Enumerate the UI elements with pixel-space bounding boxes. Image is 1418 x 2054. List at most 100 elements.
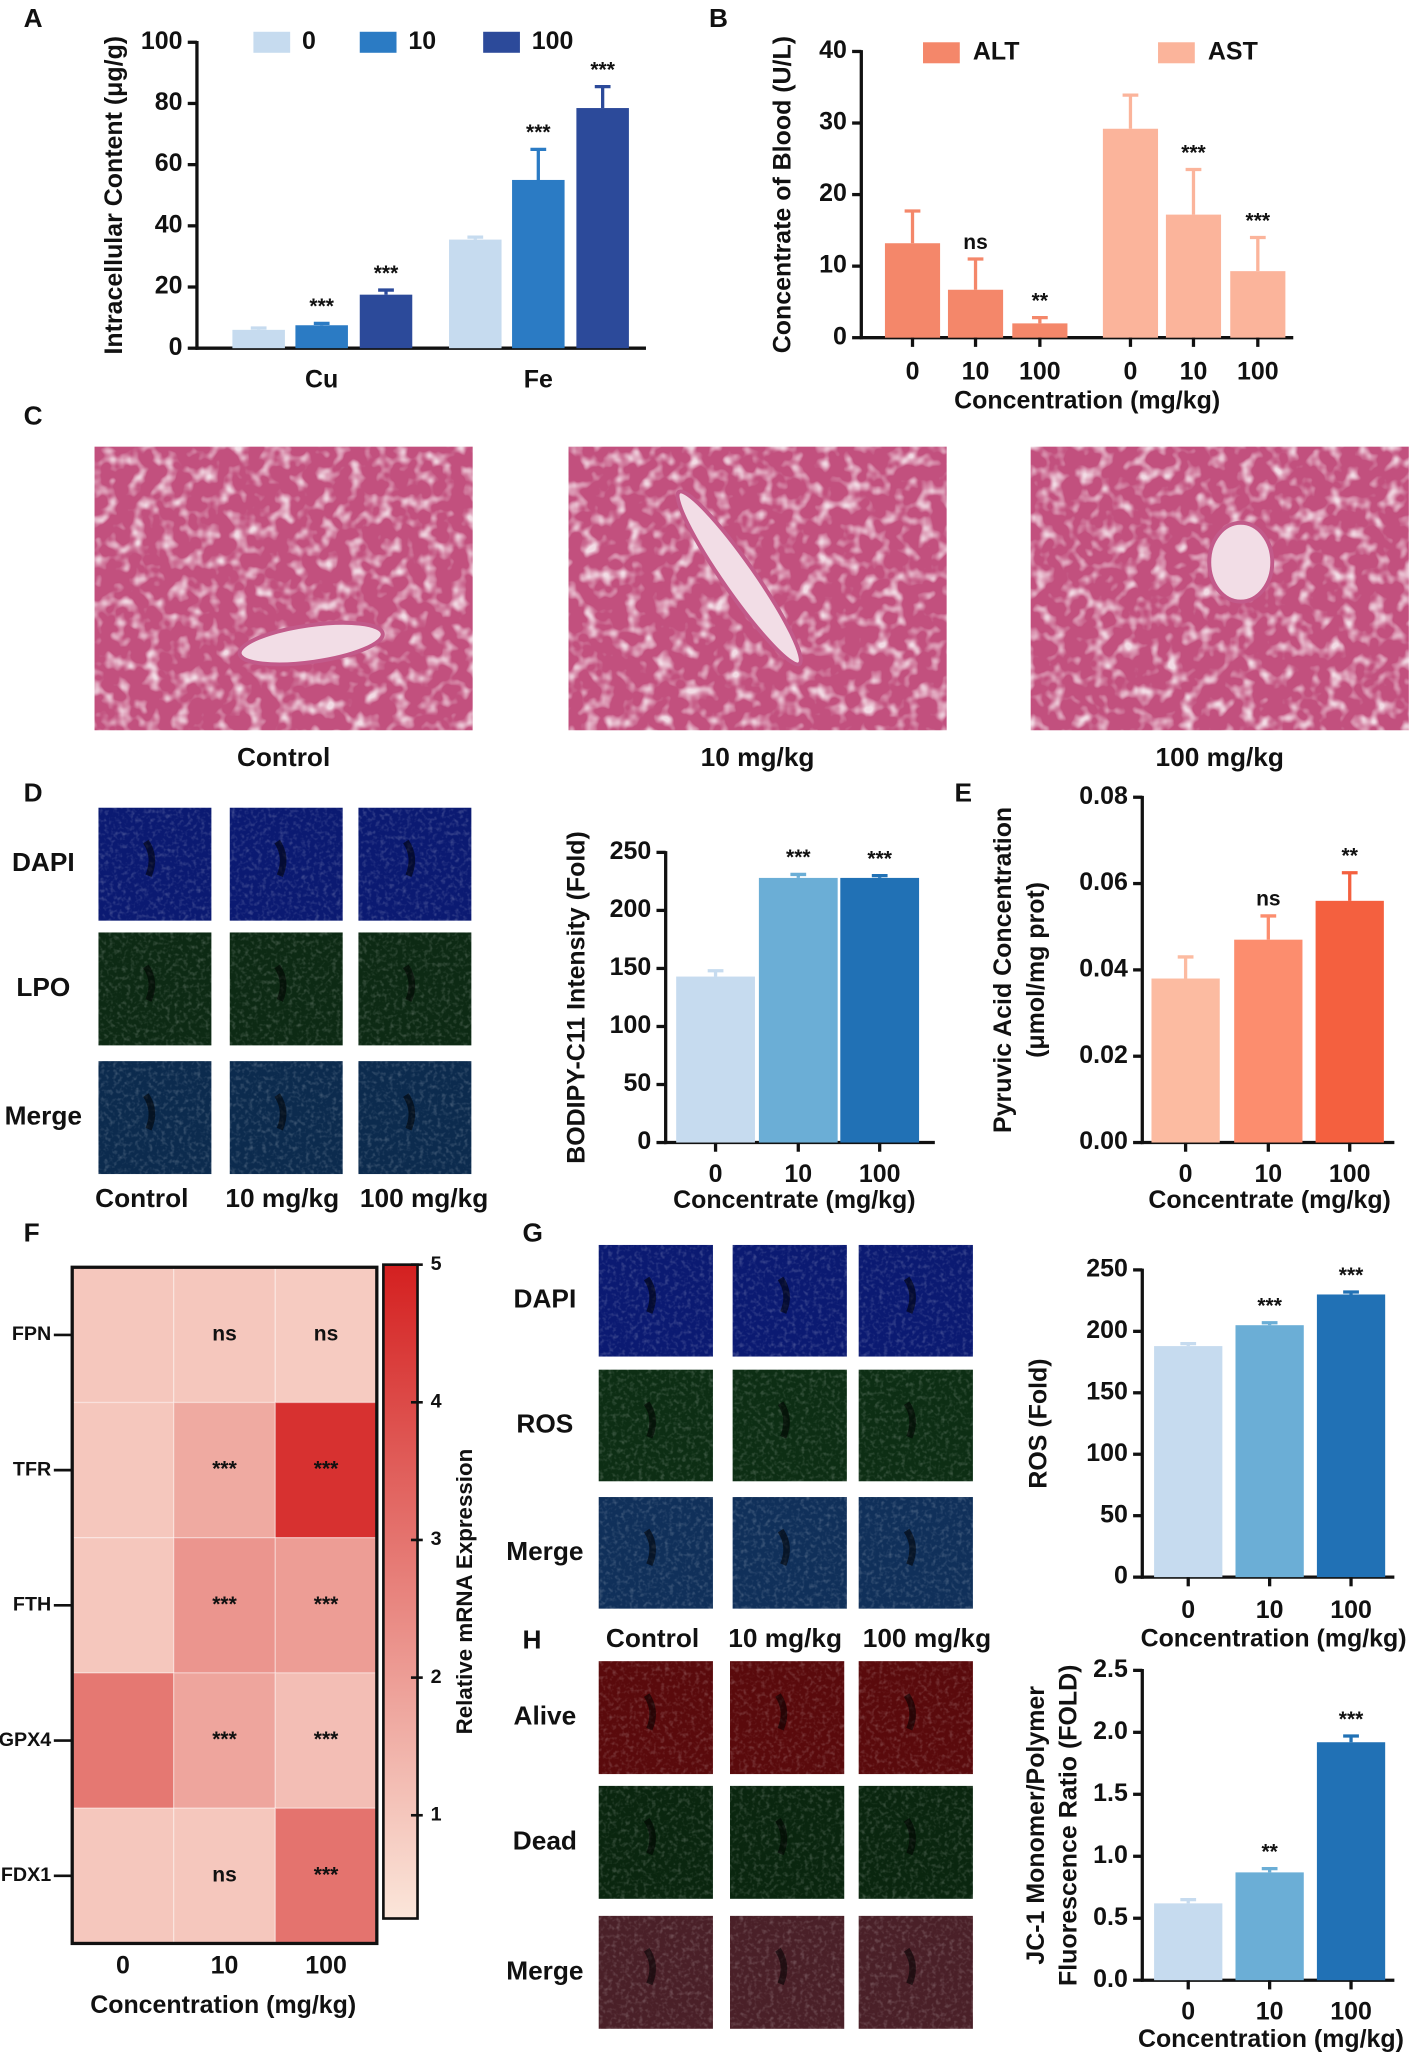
vessel (143, 839, 156, 878)
heatmap-cell (173, 1401, 276, 1539)
x-tick-label: 10 (1256, 1998, 1284, 2026)
error-bar (378, 288, 394, 295)
error-bar (790, 872, 807, 878)
error-bar (1343, 1290, 1359, 1295)
y-tick-label: 80 (155, 88, 183, 116)
vessel (403, 1093, 416, 1131)
column-label: 100 mg/kg (1156, 742, 1284, 772)
bar (840, 877, 920, 1143)
significance: *** (1246, 209, 1271, 232)
legend-swatch (1158, 42, 1195, 64)
colorbar (382, 1263, 419, 1920)
y-tick-label: 60 (155, 149, 183, 177)
x-axis-label: Concentration (mg/kg) (1141, 1625, 1407, 1653)
bar (1230, 271, 1286, 338)
significance: *** (212, 1593, 237, 1616)
legend-swatch (253, 31, 291, 53)
row-label: Alive (514, 1701, 577, 1731)
micrograph-texture (598, 1785, 713, 1899)
x-tick-label: 10 (962, 358, 990, 386)
vessel (903, 1401, 916, 1439)
x-tick-label: 0 (906, 358, 920, 386)
vessel (274, 964, 287, 1002)
error-bar (1031, 316, 1048, 324)
vessel (775, 1817, 788, 1856)
bar (1235, 1325, 1304, 1578)
column-label: 100 mg/kg (863, 1623, 991, 1653)
error-bar (1122, 93, 1139, 129)
heatmap-cell (173, 1672, 276, 1809)
panel-letter: C (24, 401, 43, 431)
row-label: GPX4 (0, 1729, 51, 1751)
y-tick-label: 200 (610, 895, 652, 923)
heatmap-cell (274, 1807, 378, 1945)
x-axis-label: Concentration (mg/kg) (954, 387, 1220, 415)
significance: *** (590, 58, 615, 81)
significance: *** (1339, 1264, 1364, 1287)
bar (1102, 128, 1159, 338)
vessel (237, 620, 385, 667)
error-bar (707, 969, 724, 977)
x-axis-label: Concentrate (mg/kg) (1148, 1186, 1390, 1214)
row-label: Merge (506, 1536, 583, 1566)
error-bar (313, 321, 330, 326)
significance: *** (1181, 141, 1206, 164)
significance: *** (786, 846, 811, 869)
row-label: FDX1 (1, 1864, 51, 1886)
x-axis-label: Concentrate (mg/kg) (673, 1186, 915, 1214)
error-bar (1180, 1341, 1197, 1347)
x-tick-label: Cu (305, 366, 338, 394)
significance: ns (963, 231, 988, 254)
heatmap-cell (173, 1537, 276, 1674)
micrograph-texture (858, 1785, 973, 1899)
vessel (403, 839, 416, 878)
column-label: 100 (305, 1952, 347, 1980)
x-tick-label: 100 (1330, 1596, 1372, 1624)
micrograph-texture (858, 1915, 973, 2029)
significance: ** (1032, 289, 1049, 312)
error-bar (1341, 871, 1358, 901)
bar (1154, 1903, 1223, 1981)
column-label: 0 (116, 1952, 130, 1980)
column-label: 10 mg/kg (728, 1623, 842, 1653)
heatmap-cell (173, 1807, 276, 1945)
vessel (775, 1693, 788, 1731)
bar (676, 976, 755, 1143)
row-label: Merge (506, 1955, 583, 1985)
error-bar (594, 84, 611, 109)
x-tick-label: 100 (1330, 1998, 1372, 2026)
column-label: 10 mg/kg (701, 742, 815, 772)
micrograph-texture (598, 1661, 713, 1775)
error-bar (904, 209, 921, 244)
error-bar (1180, 1898, 1197, 1904)
y-tick-label: 30 (819, 108, 847, 136)
y-tick-label: 0.08 (1079, 782, 1128, 810)
row-label: ROS (516, 1408, 573, 1438)
bar (449, 239, 502, 349)
error-bar (250, 326, 267, 330)
row-label: FTH (13, 1594, 51, 1616)
error-bar (1343, 1734, 1359, 1743)
bar (1235, 1872, 1304, 1981)
y-tick-label: 10 (819, 251, 847, 279)
significance: *** (374, 262, 399, 285)
significance: *** (309, 295, 334, 318)
bar (758, 877, 838, 1143)
bar (1315, 900, 1384, 1143)
y-axis-label: BODIPY-C11 Intensity (Fold) (562, 831, 590, 1164)
micrograph-texture (858, 1661, 973, 1775)
vessel (643, 1528, 656, 1566)
vessel (403, 964, 416, 1002)
heatmap-cell (274, 1537, 378, 1674)
bar (1165, 214, 1222, 338)
colorbar-label: Relative mRNA Expression (452, 1449, 477, 1735)
y-axis-label: Fluorescence Ratio (FOLD) (1055, 1665, 1083, 1986)
row-label: DAPI (514, 1284, 577, 1314)
vessel (143, 1093, 156, 1131)
y-axis-label: Concentrate of Blood (U/L) (768, 36, 796, 353)
micrograph-texture (730, 1661, 845, 1775)
x-axis-label: Concentration (mg/kg) (90, 1991, 356, 2019)
bar (359, 294, 413, 349)
significance: *** (314, 1593, 339, 1616)
